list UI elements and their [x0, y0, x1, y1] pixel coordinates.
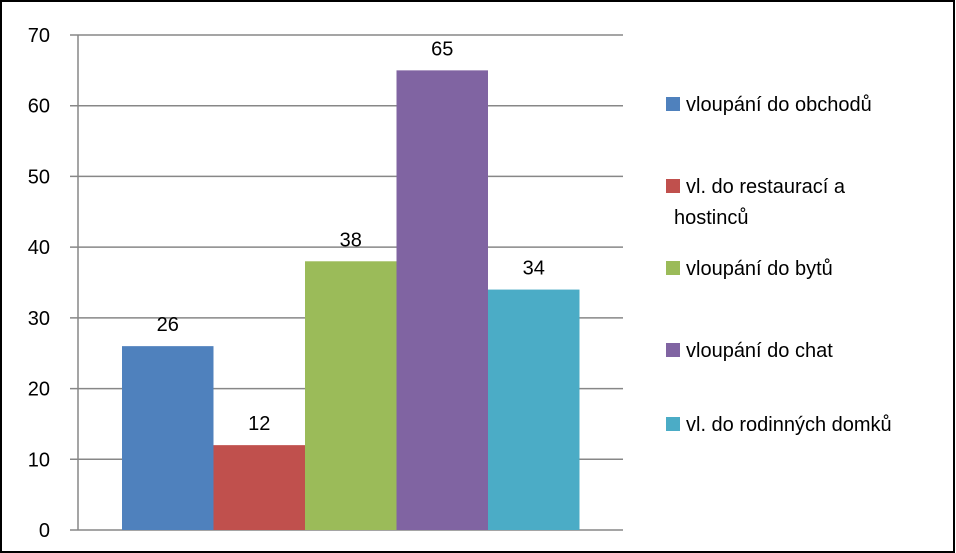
data-label: 38	[340, 229, 362, 251]
y-tick-label: 20	[28, 379, 50, 401]
legend-swatch	[666, 417, 680, 431]
y-tick-label: 30	[28, 308, 50, 330]
data-label: 65	[431, 38, 453, 60]
y-tick-label: 60	[28, 96, 50, 118]
legend-swatch	[666, 261, 680, 275]
y-tick-label: 0	[39, 520, 50, 542]
legend-label: vl. do rodinných domků	[686, 414, 892, 436]
legend-label: vloupání do bytů	[686, 258, 833, 280]
legend-label: vloupání do chat	[686, 340, 833, 362]
legend-label: vloupání do obchodů	[686, 94, 872, 116]
data-label: 34	[523, 258, 545, 280]
bar-4	[396, 70, 488, 530]
y-tick-label: 10	[28, 449, 50, 471]
legend-swatch	[666, 179, 680, 193]
plot-area: 0 10 20 30 40 50 60 70 26 12 38 65 34	[28, 25, 623, 542]
legend-swatch	[666, 97, 680, 111]
legend-label: vl. do restaurací a hostinců	[674, 176, 846, 229]
bar-1	[122, 346, 214, 530]
data-label: 12	[248, 413, 270, 435]
legend-swatch	[666, 343, 680, 357]
data-label: 26	[157, 314, 179, 336]
legend: vloupání do obchodů vl. do restaurací a ho…	[666, 94, 892, 436]
y-tick-label: 50	[28, 166, 50, 188]
y-tick-label: 70	[28, 25, 50, 47]
bar-2	[213, 445, 305, 530]
bar-3	[305, 261, 397, 530]
y-tick-label: 40	[28, 237, 50, 259]
bar-5	[488, 289, 580, 530]
